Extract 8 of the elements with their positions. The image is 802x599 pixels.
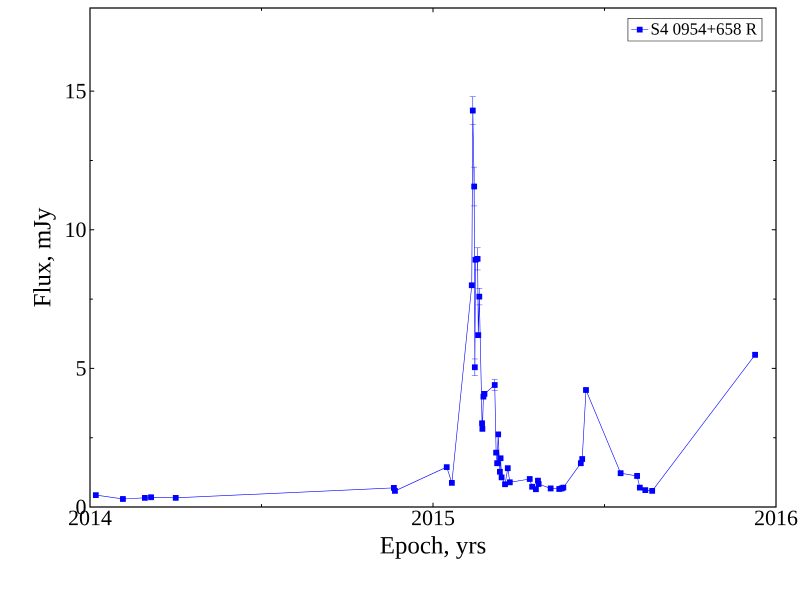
x-tick-label: 2015 — [412, 510, 454, 526]
y-tick-label: 5 — [76, 361, 86, 376]
legend-label: S4 0954+658 R — [652, 23, 757, 35]
y-axis-title: Flux, mJy — [33, 208, 56, 307]
y-tick-label: 15 — [66, 84, 86, 99]
y-tick-label: 10 — [66, 222, 86, 238]
x-tick-label: 2016 — [755, 510, 798, 526]
x-axis-title: Epoch, yrs — [380, 536, 486, 559]
